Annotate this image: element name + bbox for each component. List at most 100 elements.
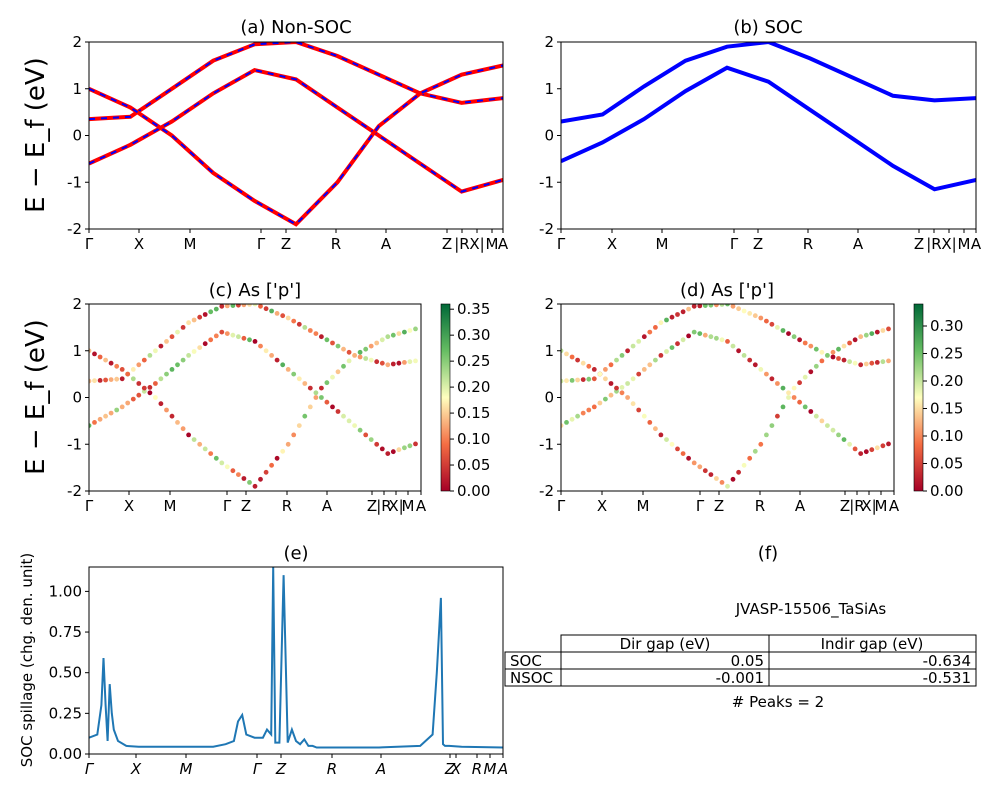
projection-point <box>241 335 247 341</box>
projection-point <box>636 339 642 344</box>
x-tick-label: A <box>971 235 982 253</box>
projection-point <box>791 334 797 340</box>
projection-point <box>130 367 136 372</box>
projection-point <box>357 427 363 433</box>
y-tick-label: 1 <box>72 80 82 98</box>
projection-point <box>863 449 869 455</box>
panel-f-gap-table: (f) JVASP-15506_TaSiAs Dir gap (eV) Indi… <box>504 543 977 711</box>
projection-point <box>141 385 147 391</box>
projection-point <box>180 357 186 363</box>
projection-point <box>830 354 836 360</box>
projection-point <box>341 346 346 352</box>
projection-point <box>285 367 291 372</box>
panel-c-title: (c) As ['p'] <box>209 280 301 301</box>
y-tick-label: 0 <box>72 389 82 407</box>
projection-point <box>130 396 136 402</box>
projection-point <box>886 441 891 447</box>
projection-point <box>752 313 758 319</box>
colorbar-tick-label: 0.15 <box>457 404 490 422</box>
projection-point <box>97 416 103 422</box>
projection-point <box>719 337 725 343</box>
y-tick-label: 2 <box>544 33 554 51</box>
projection-point <box>813 363 819 369</box>
projection-point <box>89 378 92 384</box>
projection-point <box>764 432 769 438</box>
projection-point <box>580 410 586 416</box>
projection-point <box>758 441 764 447</box>
projection-point <box>119 367 125 372</box>
x-tick-label: X| <box>861 497 876 515</box>
projection-point <box>653 426 658 432</box>
projection-point <box>108 377 114 382</box>
projection-point <box>274 357 280 363</box>
projection-point <box>708 304 714 308</box>
projection-point <box>324 337 330 343</box>
projection-point <box>186 353 192 358</box>
x-tick-label: X <box>597 497 607 515</box>
projection-point <box>747 455 753 461</box>
projection-point <box>241 476 247 481</box>
projection-point <box>664 317 669 323</box>
projection-point <box>368 437 374 442</box>
projection-point <box>130 376 136 382</box>
panel-f-title: (f) <box>758 543 778 564</box>
panel-a-title: (a) Non-SOC <box>240 17 351 38</box>
projection-point <box>413 441 418 447</box>
projection-point <box>858 362 864 368</box>
x-tick-label: R <box>327 760 337 778</box>
projection-point <box>686 306 691 312</box>
projection-point <box>658 432 664 438</box>
projection-point <box>274 455 280 461</box>
projection-point <box>591 376 597 382</box>
colorbar-tick-label: 0.15 <box>930 400 963 418</box>
projection-point <box>569 416 575 422</box>
x-tick-label: Γ <box>85 760 95 778</box>
projection-point <box>136 362 142 368</box>
y-tick-label: -1 <box>67 173 82 191</box>
projection-point <box>274 311 280 316</box>
projection-point <box>175 362 180 368</box>
band-line-overlay <box>89 69 503 193</box>
projection-point <box>614 357 619 363</box>
x-tick-label: Γ <box>557 497 566 515</box>
x-tick-label: Γ <box>85 235 94 253</box>
projection-point <box>580 360 586 366</box>
projection-point <box>786 395 791 400</box>
x-tick-label: M <box>958 235 971 253</box>
projection-point <box>630 376 636 382</box>
projection-point <box>641 367 647 372</box>
x-tick-label: Γ <box>730 235 739 253</box>
projection-point <box>603 396 608 402</box>
projection-point <box>736 348 741 354</box>
projection-point <box>575 377 580 383</box>
projection-point <box>869 447 875 453</box>
projection-point <box>302 325 308 330</box>
x-tick-label: Γ <box>85 497 94 515</box>
colorbar-tick-label: 0.05 <box>930 455 963 473</box>
cell-nsoc-dir: -0.001 <box>716 669 764 687</box>
projection-point <box>836 346 841 352</box>
projection-point <box>413 358 418 364</box>
colorbar-tick-label: 0.25 <box>457 352 490 370</box>
projection-point <box>730 476 736 482</box>
projection-point <box>396 447 402 453</box>
projection-point <box>136 392 142 398</box>
projection-point <box>291 432 297 438</box>
projection-point <box>280 313 286 319</box>
projection-point <box>197 314 203 320</box>
projection-point <box>714 476 719 481</box>
colorbar-tick-label: 0.00 <box>457 482 490 500</box>
projection-point <box>736 469 741 475</box>
projection-point <box>224 331 230 336</box>
projection-point <box>797 337 802 343</box>
projection-point <box>836 432 841 438</box>
projection-point <box>208 337 214 343</box>
projection-point <box>608 392 614 398</box>
projection-point <box>136 381 142 386</box>
projection-point <box>191 437 197 442</box>
x-tick-label: X <box>607 235 617 253</box>
y-tick-label: -1 <box>539 435 554 453</box>
